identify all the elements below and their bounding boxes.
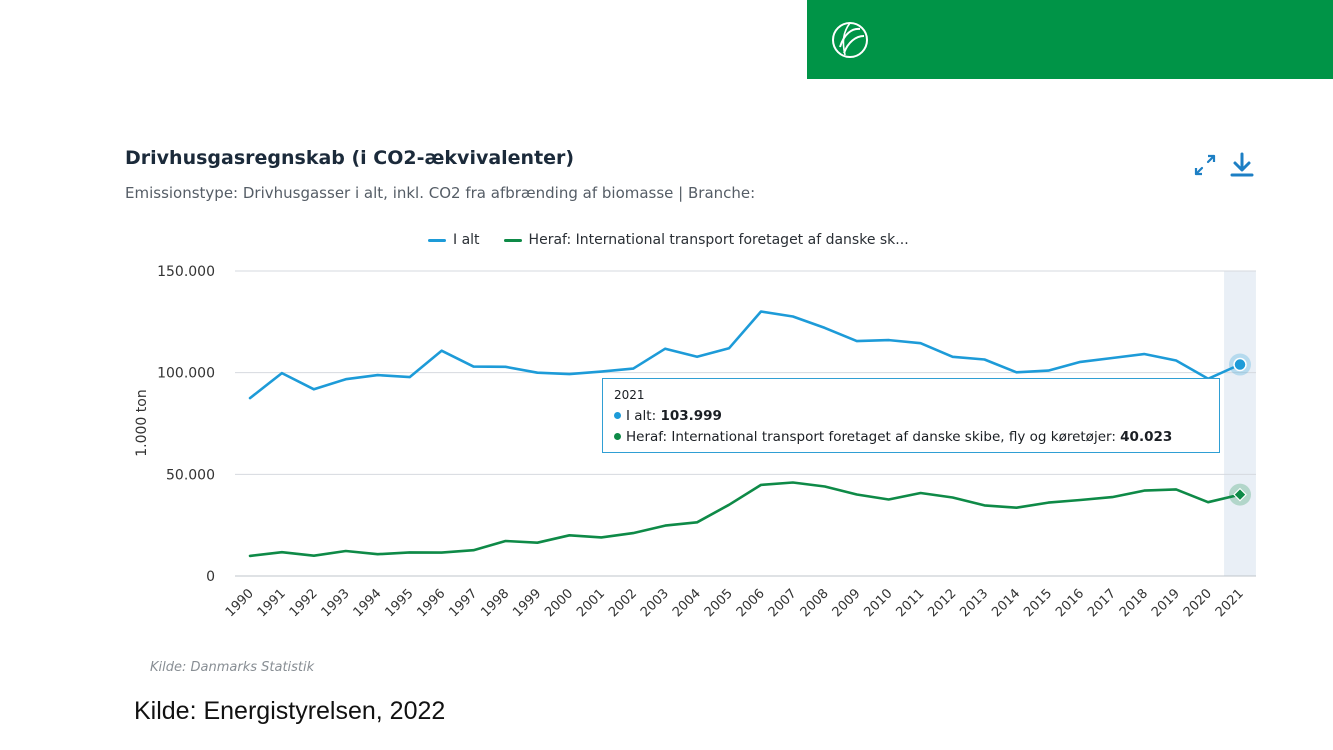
legend-swatch <box>428 238 446 242</box>
series-line-international-transport <box>248 481 1242 558</box>
x-tick-label: 2003 <box>638 586 672 620</box>
download-icon[interactable] <box>1227 150 1257 180</box>
y-tick-label: 150.000 <box>157 264 215 280</box>
tooltip-value: 40.023 <box>1120 429 1173 445</box>
tooltip-label: I alt: <box>626 408 661 424</box>
x-tick-label: 2013 <box>957 586 991 620</box>
x-tick-label: 1998 <box>478 586 512 620</box>
x-tick-label: 2019 <box>1149 586 1183 620</box>
x-tick-label: 2001 <box>574 586 608 620</box>
footer-source: Kilde: Energistyrelsen, 2022 <box>134 697 446 725</box>
y-axis-title: 1.000 ton <box>134 389 150 456</box>
highlight-band <box>1224 271 1256 576</box>
chart-legend: I alt Heraf: International transport for… <box>428 232 933 248</box>
x-tick-label: 2018 <box>1117 586 1151 620</box>
x-tick-label: 1997 <box>446 586 480 620</box>
x-tick-label: 1992 <box>287 586 321 620</box>
x-tick-label: 1996 <box>414 586 448 620</box>
x-tick-label: 2012 <box>925 586 959 620</box>
x-tick-label: 2010 <box>862 586 896 620</box>
brand-banner <box>807 0 1333 79</box>
source-note: Kilde: Danmarks Statistik <box>150 660 315 675</box>
x-tick-label: 2004 <box>670 586 704 620</box>
legend-swatch <box>503 238 522 242</box>
x-tick-label: 1993 <box>319 586 353 620</box>
tooltip-row-i-alt: I alt: 103.999 <box>614 406 1208 427</box>
data-point-marker <box>1233 357 1247 372</box>
legend-item-international-transport[interactable]: Heraf: International transport foretaget… <box>503 232 909 248</box>
x-tick-label: 2002 <box>606 586 640 620</box>
leaf-globe-icon <box>832 22 868 58</box>
tooltip-dot <box>614 411 621 419</box>
y-tick-label: 50.000 <box>166 467 215 483</box>
x-tick-label: 2017 <box>1085 586 1119 620</box>
x-tick-label: 1999 <box>510 586 544 620</box>
x-tick-label: 1995 <box>382 586 416 620</box>
series-line-i-alt <box>248 310 1242 400</box>
chart-title: Drivhusgasregnskab (i CO2-ækvivalenter) <box>125 147 575 169</box>
x-tick-label: 1990 <box>223 586 257 620</box>
x-tick-label: 2005 <box>702 586 736 620</box>
x-tick-label: 2015 <box>1021 586 1055 620</box>
x-tick-label: 2009 <box>830 586 864 620</box>
x-tick-label: 1994 <box>351 586 385 620</box>
legend-label: Heraf: International transport foretaget… <box>528 232 909 248</box>
chart-tooltip: 2021 I alt: 103.999 Heraf: International… <box>602 378 1220 453</box>
x-tick-label: 2000 <box>542 586 576 620</box>
x-tick-label: 2008 <box>798 586 832 620</box>
tooltip-row-international-transport: Heraf: International transport foretaget… <box>614 427 1208 448</box>
chart-subtitle: Emissionstype: Drivhusgasser i alt, inkl… <box>125 184 756 202</box>
x-tick-label: 2020 <box>1181 586 1215 620</box>
x-tick-label: 2011 <box>893 586 927 620</box>
x-tick-label: 2021 <box>1213 586 1247 620</box>
y-tick-label: 100.000 <box>157 366 215 382</box>
y-tick-label: 0 <box>206 569 215 585</box>
x-tick-label: 2014 <box>989 586 1023 620</box>
x-tick-label: 2006 <box>734 586 768 620</box>
x-tick-label: 2016 <box>1053 586 1087 620</box>
tooltip-dot <box>614 432 621 440</box>
legend-label: I alt <box>453 232 480 248</box>
x-tick-label: 2007 <box>766 586 800 620</box>
expand-icon[interactable] <box>1190 150 1220 180</box>
legend-item-i-alt[interactable]: I alt <box>428 232 480 248</box>
data-point-marker <box>1233 487 1247 502</box>
x-tick-label: 1991 <box>255 586 289 620</box>
tooltip-label: Heraf: International transport foretaget… <box>626 429 1121 445</box>
tooltip-year: 2021 <box>614 388 645 402</box>
tooltip-value: 103.999 <box>660 408 722 424</box>
